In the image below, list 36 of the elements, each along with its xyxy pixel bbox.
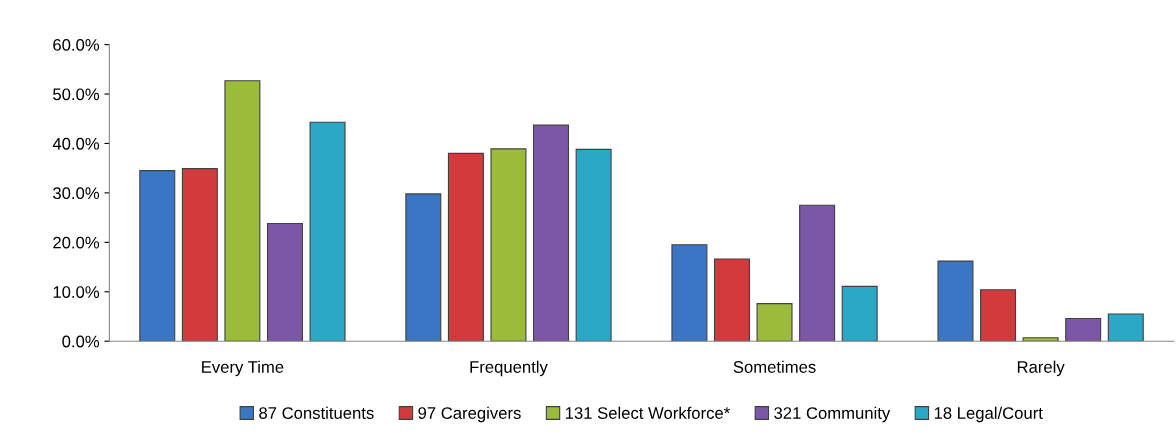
bar <box>405 193 442 342</box>
bar <box>1107 313 1144 342</box>
x-tick-label: Sometimes <box>733 360 816 373</box>
x-tick-label: Rarely <box>1017 360 1065 377</box>
legend-label: 321 Community <box>774 406 891 423</box>
bar <box>841 285 878 342</box>
bar <box>224 80 261 342</box>
bar <box>713 258 750 342</box>
bar <box>575 148 612 342</box>
bar <box>181 168 218 342</box>
bar <box>533 124 570 342</box>
bar <box>1022 337 1059 342</box>
bar <box>799 204 836 342</box>
bar <box>447 152 484 342</box>
legend-label: 131 Select Workforce* <box>565 406 730 419</box>
bar <box>937 260 974 342</box>
x-tick-label: Every Time <box>202 360 284 377</box>
legend-label: 87 Constituents <box>259 406 374 419</box>
x-tick-label: Frequently <box>470 360 548 377</box>
bar <box>490 148 527 342</box>
bar <box>756 303 793 342</box>
y-tick-label: 40.0% <box>52 137 100 150</box>
legend-label: 18 Legal/Court <box>934 406 1043 423</box>
bar <box>309 121 346 342</box>
bar <box>980 289 1017 342</box>
y-tick-label: 20.0% <box>53 236 100 249</box>
bar <box>1065 317 1102 342</box>
y-tick-label: 30.0% <box>53 187 100 200</box>
legend-label: 97 Caregivers <box>418 406 521 423</box>
bar <box>671 244 708 342</box>
y-tick-label: 60.0% <box>53 39 100 51</box>
y-tick-label: 0.0% <box>62 335 100 348</box>
y-tick-label: 10.0% <box>53 286 100 298</box>
y-tick-label: 50.0% <box>53 88 100 101</box>
bar <box>266 222 303 342</box>
bar <box>139 170 176 342</box>
